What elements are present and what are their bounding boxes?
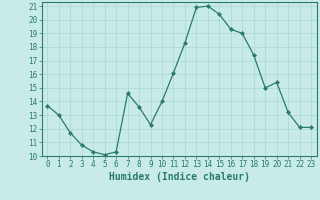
X-axis label: Humidex (Indice chaleur): Humidex (Indice chaleur) bbox=[109, 172, 250, 182]
